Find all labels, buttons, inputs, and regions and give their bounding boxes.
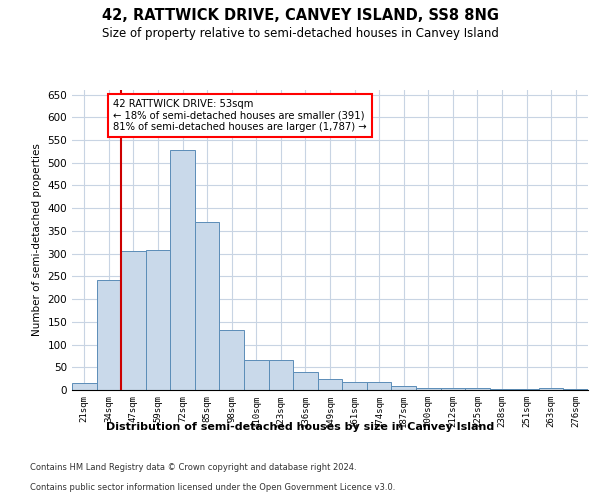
Bar <box>72 383 97 390</box>
Bar <box>170 150 195 390</box>
Text: Distribution of semi-detached houses by size in Canvey Island: Distribution of semi-detached houses by … <box>106 422 494 432</box>
Text: 42 RATTWICK DRIVE: 53sqm
← 18% of semi-detached houses are smaller (391)
81% of : 42 RATTWICK DRIVE: 53sqm ← 18% of semi-d… <box>113 99 367 132</box>
Bar <box>440 388 465 390</box>
Bar <box>465 388 490 390</box>
Bar <box>318 378 342 390</box>
Text: Contains HM Land Registry data © Crown copyright and database right 2024.: Contains HM Land Registry data © Crown c… <box>30 464 356 472</box>
Bar <box>220 330 244 390</box>
Bar <box>391 386 416 390</box>
Bar <box>342 382 367 390</box>
Bar <box>563 389 588 390</box>
Bar <box>539 388 563 390</box>
Bar <box>97 280 121 390</box>
Bar <box>416 388 440 390</box>
Bar <box>244 360 269 390</box>
Bar <box>146 250 170 390</box>
Bar <box>514 389 539 390</box>
Bar <box>490 389 514 390</box>
Bar <box>195 222 220 390</box>
Bar <box>121 252 146 390</box>
Text: Size of property relative to semi-detached houses in Canvey Island: Size of property relative to semi-detach… <box>101 28 499 40</box>
Text: Contains public sector information licensed under the Open Government Licence v3: Contains public sector information licen… <box>30 484 395 492</box>
Y-axis label: Number of semi-detached properties: Number of semi-detached properties <box>32 144 42 336</box>
Bar <box>269 360 293 390</box>
Text: 42, RATTWICK DRIVE, CANVEY ISLAND, SS8 8NG: 42, RATTWICK DRIVE, CANVEY ISLAND, SS8 8… <box>101 8 499 22</box>
Bar <box>367 382 391 390</box>
Bar <box>293 372 318 390</box>
